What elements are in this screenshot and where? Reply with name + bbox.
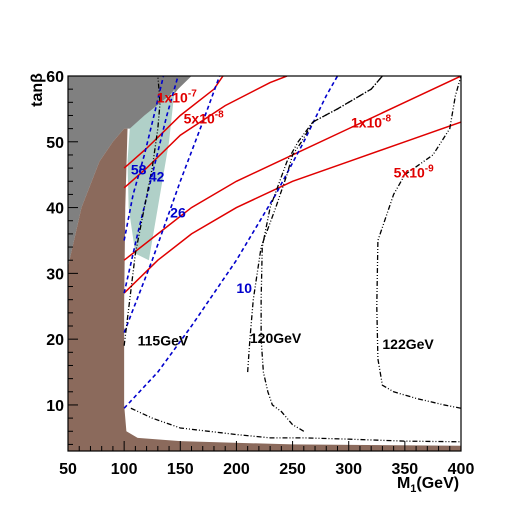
y-tick-label: 20 xyxy=(46,332,64,349)
contour-blue-4 xyxy=(123,76,165,241)
curve-labels: 1x10-7 5x10-8 1x10-8 5x10-9 58 42 26 10 115GeV 12… xyxy=(131,88,435,352)
x-tick-label: 250 xyxy=(279,461,306,478)
y-tick-label: 40 xyxy=(46,201,64,218)
contour-blue-7 xyxy=(123,76,339,409)
blue-curve-label: 58 xyxy=(131,162,147,178)
x-axis-label: M1(GeV) xyxy=(397,475,459,495)
blue-curve-label: 42 xyxy=(149,168,165,184)
y-ticks: 10 20 30 40 50 60 xyxy=(46,69,78,445)
black-curve-label: 120GeV xyxy=(250,330,302,346)
black-curve-label: 122GeV xyxy=(382,336,434,352)
y-axis-label: tanβ xyxy=(29,73,46,107)
contour-blue-5 xyxy=(123,76,179,294)
x-tick-label: 50 xyxy=(59,461,77,478)
contour-black-11 xyxy=(376,76,461,409)
red-curve-label: 5x10-8 xyxy=(184,109,224,126)
red-curve-label: 1x10-7 xyxy=(157,88,197,105)
contour-black-8 xyxy=(123,76,161,346)
excluded-regions xyxy=(68,76,461,451)
contour-black-9 xyxy=(130,407,461,443)
x-tick-label: 100 xyxy=(111,461,138,478)
contour-red-0 xyxy=(123,76,224,169)
x-axis-label-sub: 1 xyxy=(410,483,416,495)
x-tick-label: 150 xyxy=(167,461,194,478)
y-tick-label: 50 xyxy=(46,135,64,152)
contour-black-12 xyxy=(260,76,383,432)
red-curve-label: 1x10-8 xyxy=(351,113,391,130)
y-tick-label: 60 xyxy=(46,69,64,86)
plot-frame xyxy=(67,75,462,452)
x-tick-label: 350 xyxy=(392,461,419,478)
x-ticks: 50 100 150 200 250 300 350 400 xyxy=(59,441,474,478)
contour-lines xyxy=(123,76,461,443)
x-axis-label-main: M xyxy=(397,475,410,492)
contour-blue-6 xyxy=(123,76,221,333)
red-curve-label: 5x10-9 xyxy=(394,163,434,180)
contour-red-2 xyxy=(123,76,461,261)
region-gray xyxy=(68,76,192,267)
y-tick-label: 10 xyxy=(46,398,64,415)
region-brown xyxy=(68,128,461,451)
x-tick-label: 200 xyxy=(223,461,250,478)
blue-curve-label: 26 xyxy=(170,204,186,220)
black-curve-label: 115GeV xyxy=(138,333,189,349)
blue-curve-label: 10 xyxy=(236,280,252,296)
contour-red-3 xyxy=(123,121,461,294)
y-tick-label: 30 xyxy=(46,266,64,283)
x-axis-label-unit: (GeV) xyxy=(416,475,459,492)
x-tick-label: 400 xyxy=(448,461,475,478)
x-tick-label: 300 xyxy=(335,461,362,478)
